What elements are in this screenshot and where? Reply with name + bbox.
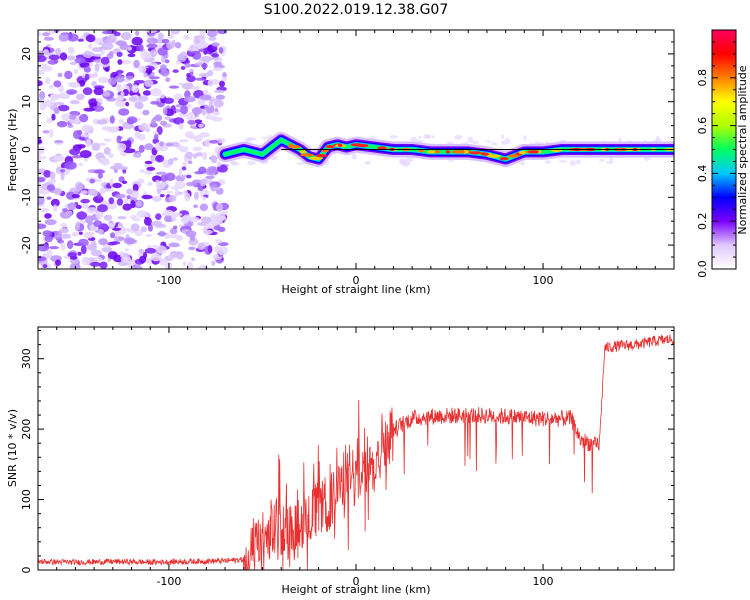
snr-x-tick-label: 100 bbox=[533, 575, 554, 588]
snr-x-axis-label: Height of straight line (km) bbox=[281, 583, 430, 596]
colorbar-gradient bbox=[711, 29, 737, 270]
snr-y-tick-label: 100 bbox=[20, 489, 33, 510]
spectrogram-x-axis-label: Height of straight line (km) bbox=[281, 283, 430, 296]
snr-y-tick-label: 0 bbox=[20, 567, 33, 574]
spectrogram-y-tick-label: 10 bbox=[20, 95, 33, 109]
colorbar: 0.0 0.2 0.4 0.6 0.8 Normalized spectral ampl… bbox=[696, 29, 749, 278]
spectrogram-x-tick-label: 100 bbox=[533, 274, 554, 287]
colorbar-tick-label: 0.0 bbox=[696, 260, 709, 278]
noise-region bbox=[38, 30, 669, 269]
spectrogram-x-tick-label: -100 bbox=[156, 274, 181, 287]
snr-y-axis-label: SNR (10 * v/v) bbox=[6, 409, 19, 487]
snr-panel: -100 0 100 0 100 200 300 Height of straight li… bbox=[6, 326, 675, 596]
snr-y-tick-label: 200 bbox=[20, 419, 33, 440]
chart-title: S100.2022.019.12.38.G07 bbox=[264, 2, 449, 18]
snr-x-tick-label: -100 bbox=[156, 575, 181, 588]
spectrogram-y-axis-label: Frequency (Hz) bbox=[6, 109, 19, 192]
spectrogram-x-tick-label: 0 bbox=[353, 274, 360, 287]
colorbar-tick-label: 0.8 bbox=[696, 69, 709, 87]
snr-y-tick-label: 300 bbox=[20, 348, 33, 369]
spectrogram-y-tick-label: -20 bbox=[20, 236, 33, 254]
spectrogram-y-tick-label: -10 bbox=[20, 188, 33, 206]
spectrogram-y-tick-label: 0 bbox=[20, 146, 33, 153]
colorbar-tick-label: 0.6 bbox=[696, 117, 709, 135]
snr-frame bbox=[37, 326, 675, 571]
spectrogram-y-tick-label: 20 bbox=[20, 47, 33, 61]
snr-series-line bbox=[38, 334, 674, 570]
colorbar-tick-label: 0.4 bbox=[696, 165, 709, 183]
colorbar-label: Normalized spectral amplitude bbox=[736, 65, 749, 234]
snr-x-tick-label: 0 bbox=[353, 575, 360, 588]
colorbar-tick-label: 0.2 bbox=[696, 212, 709, 230]
